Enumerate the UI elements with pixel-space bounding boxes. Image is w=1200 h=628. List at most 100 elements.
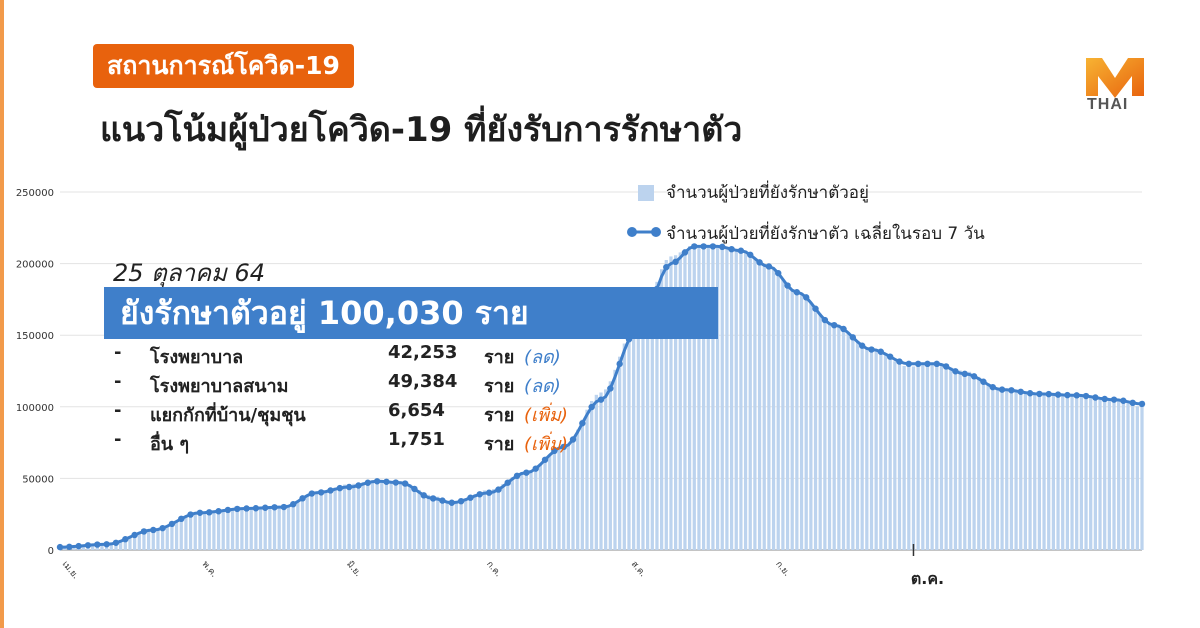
line-point (1026, 390, 1034, 397)
line-point (401, 480, 409, 487)
bar (496, 486, 501, 550)
line-point (756, 259, 763, 266)
bar (804, 297, 808, 550)
bar (1093, 397, 1097, 550)
bar (422, 492, 426, 550)
bar (767, 266, 771, 550)
bar (268, 507, 272, 550)
line-point (1073, 392, 1080, 399)
row-unit: ราย (484, 347, 515, 368)
line-point (765, 263, 773, 270)
bar (562, 446, 566, 550)
bar (632, 323, 636, 550)
bar (408, 484, 412, 550)
bar (869, 349, 874, 550)
row-unit: ราย (484, 405, 515, 426)
y-tick-label: 150000 (16, 331, 54, 342)
line-point (1017, 388, 1024, 395)
bar (650, 295, 654, 550)
line-point (1092, 394, 1099, 401)
x-tick-label: ต.ค. (911, 569, 944, 588)
bar (366, 480, 370, 550)
line-point (504, 479, 511, 486)
line-point (821, 316, 829, 324)
bullet-dash: - (114, 400, 122, 421)
line-point (784, 282, 791, 289)
row-value: 42,253 (388, 342, 458, 363)
x-tick-label: มิ.ย. (344, 559, 363, 579)
bar (165, 526, 169, 550)
bar (226, 509, 230, 550)
line-point (747, 251, 754, 258)
bar (813, 307, 818, 550)
bar (1131, 404, 1135, 550)
mthai-logo-icon (1086, 58, 1144, 98)
bar (599, 392, 603, 550)
row-name: อื่น ๆ (150, 434, 190, 455)
row-value: 1,751 (388, 429, 445, 450)
line-point (803, 294, 810, 301)
bullet-dash: - (114, 429, 122, 450)
line-point (719, 243, 726, 251)
row-unit: ราย (484, 434, 515, 455)
line-point (1120, 397, 1127, 404)
bar (725, 247, 729, 550)
line-point (364, 479, 372, 486)
line-point (681, 249, 689, 256)
bar (417, 489, 421, 550)
bar (832, 323, 836, 550)
row-name: แยกกักที่บ้าน/ชุมชุน (150, 405, 306, 426)
line-point (523, 469, 530, 476)
line-point (392, 479, 399, 486)
bar (520, 472, 524, 550)
bar (1019, 392, 1023, 550)
bar (524, 471, 529, 550)
row-change: (ลด) (524, 347, 561, 368)
bar (590, 400, 594, 550)
bar (1084, 396, 1088, 550)
legend-line-label: จำนวนผู้ป่วยที่ยังรักษาตัว เฉลี่ยในรอบ 7… (666, 224, 985, 244)
bar (977, 376, 981, 550)
bar (1117, 400, 1121, 550)
bar (771, 268, 776, 550)
line-point (1110, 396, 1118, 403)
bar (734, 248, 738, 550)
bar (991, 386, 995, 550)
line-point (299, 495, 306, 502)
bar (860, 345, 864, 550)
bar (585, 409, 589, 550)
bar (249, 508, 253, 550)
bar (296, 501, 300, 550)
line-point (924, 360, 931, 368)
line-point (1054, 391, 1062, 398)
line-point (840, 325, 847, 333)
bar (944, 365, 948, 550)
bar (352, 483, 356, 550)
bar (907, 366, 911, 550)
bar (314, 492, 319, 550)
bar (622, 343, 626, 550)
y-tick-label: 200000 (16, 260, 54, 271)
line-point (448, 499, 455, 506)
bar (1000, 389, 1004, 550)
line-point (280, 503, 288, 511)
line-point (467, 494, 474, 501)
bar (160, 528, 165, 550)
line-point (896, 358, 903, 365)
bar (1126, 403, 1130, 550)
line-point (224, 506, 232, 514)
bar (356, 483, 361, 550)
bar (338, 485, 342, 550)
bar (515, 474, 519, 550)
bar (799, 293, 804, 550)
bar (729, 248, 734, 551)
bar (757, 262, 762, 550)
line-point (355, 482, 362, 489)
line-point (989, 383, 996, 391)
bar (529, 470, 533, 550)
bar (646, 308, 650, 550)
bullet-dash: - (114, 342, 122, 363)
bar (230, 509, 235, 550)
left-accent-stripe (0, 0, 4, 628)
